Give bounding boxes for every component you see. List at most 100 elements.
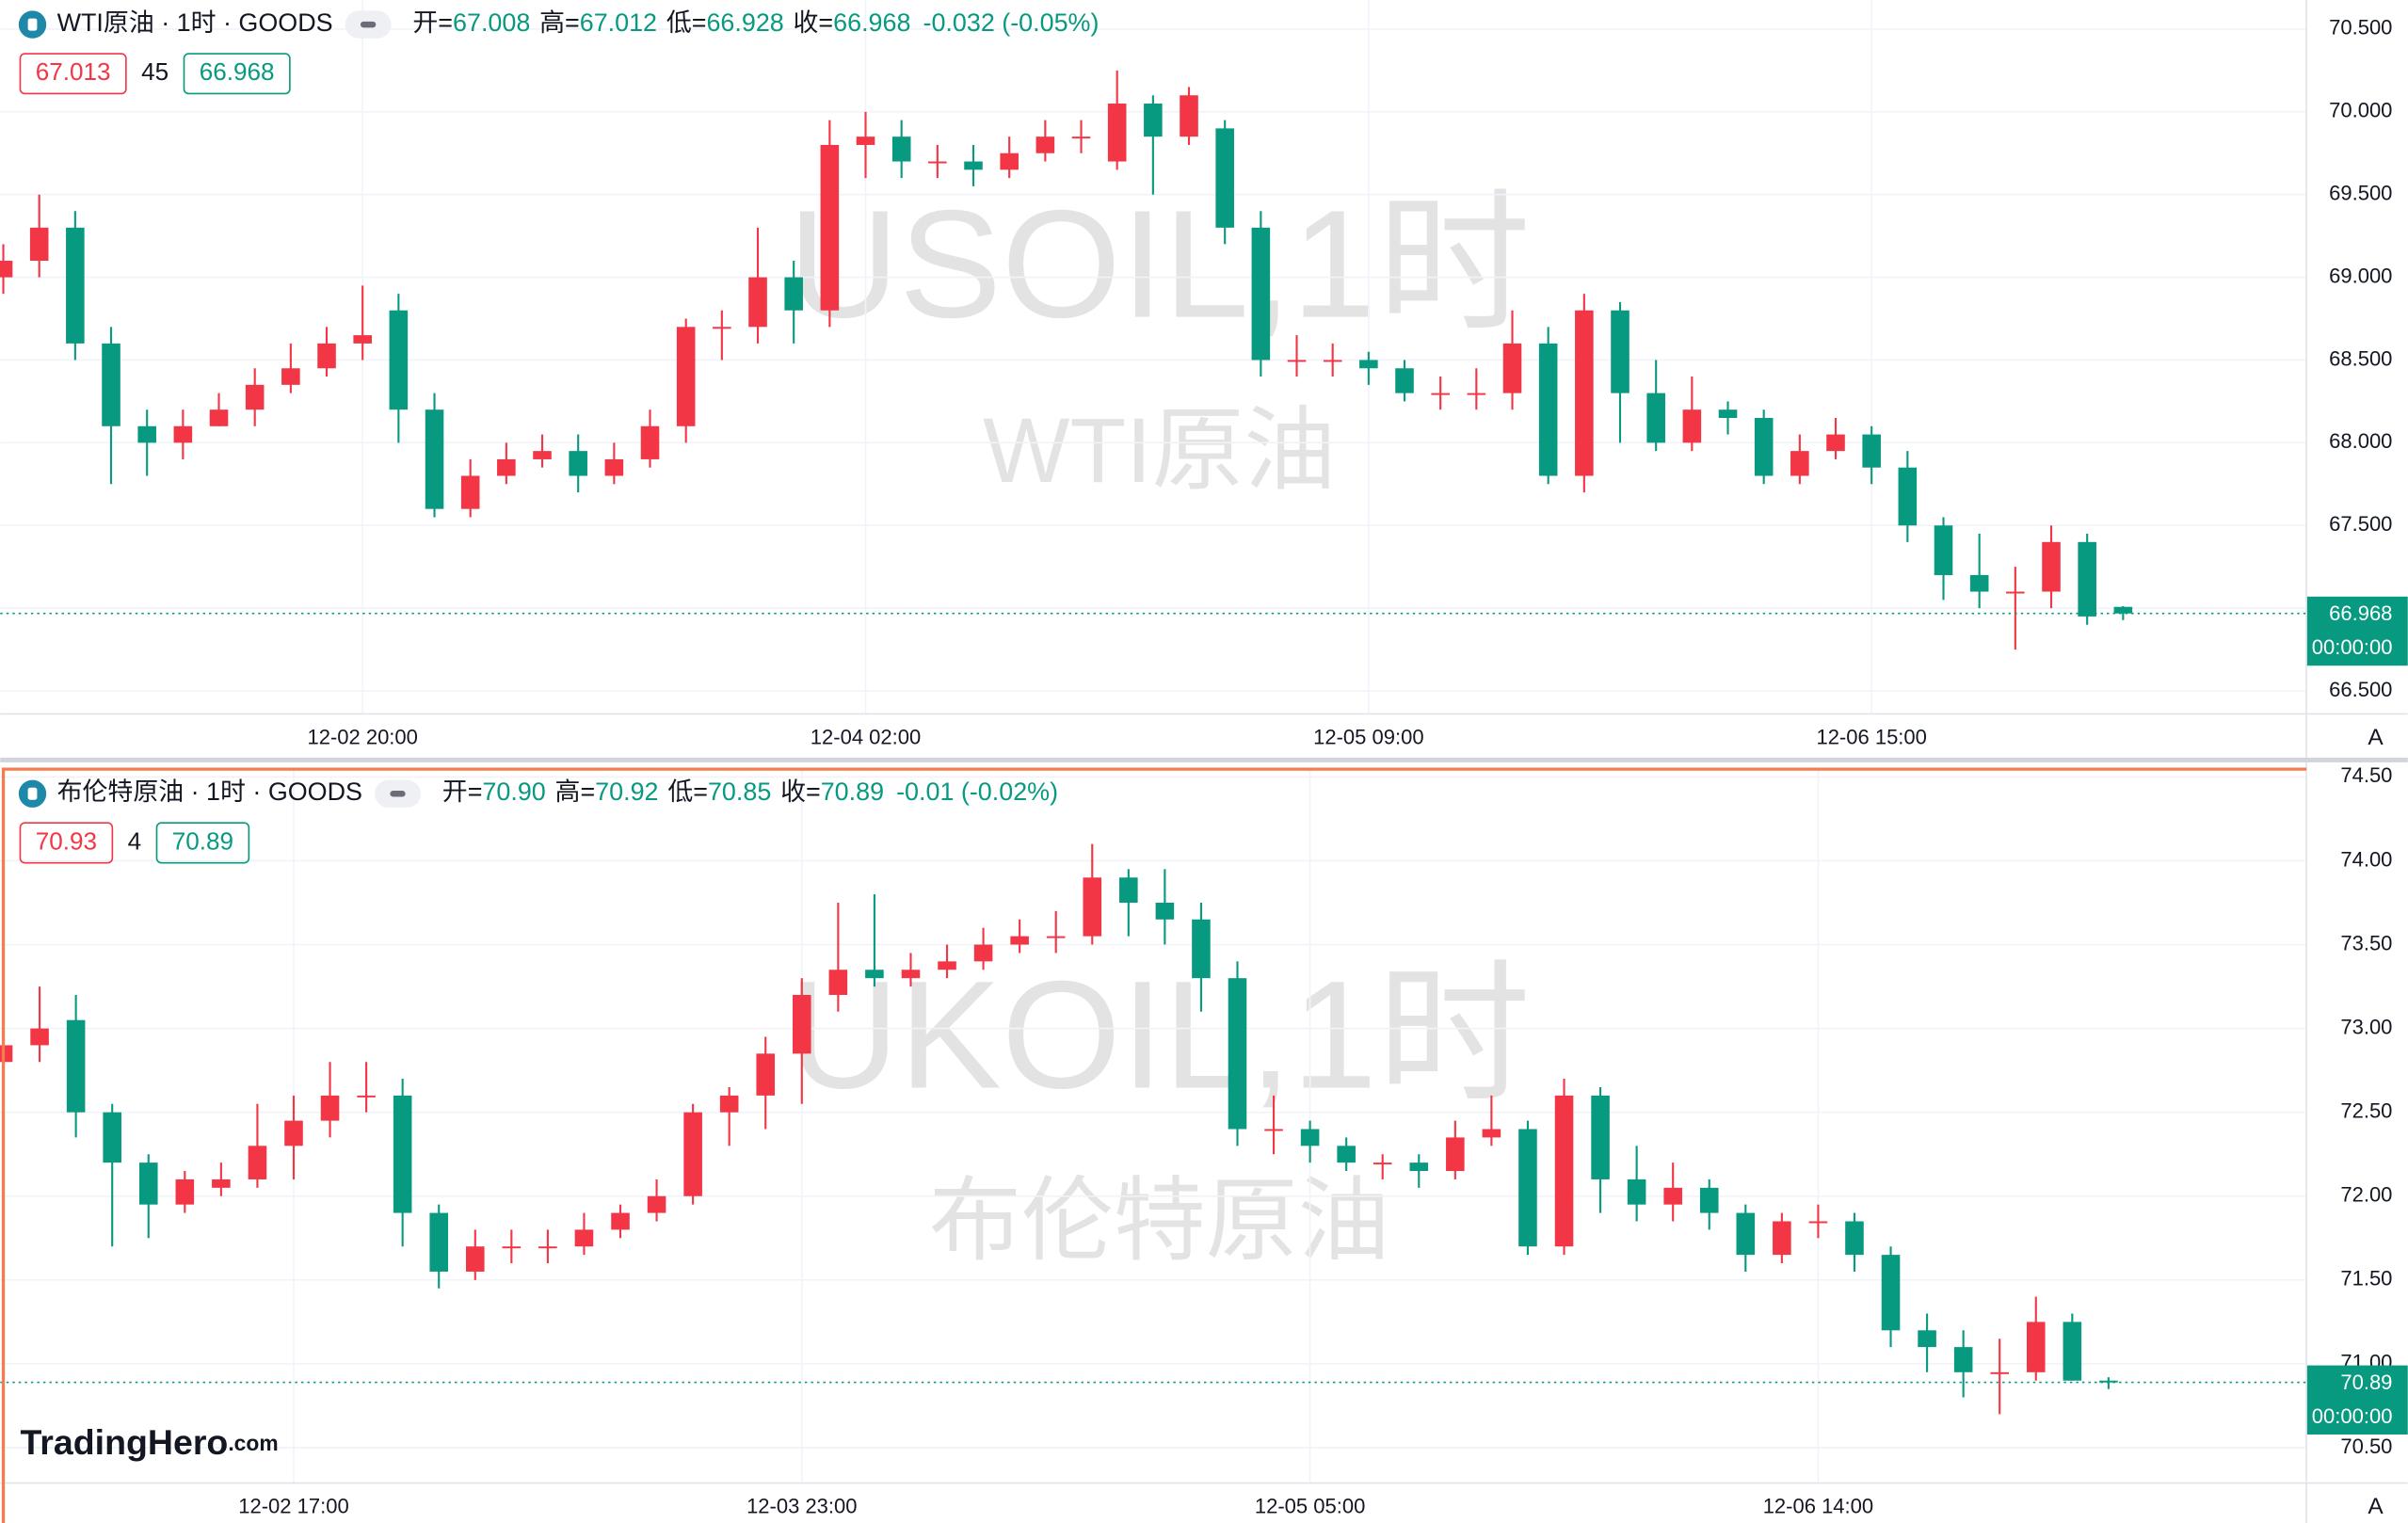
ohlc-label: 低=: [667, 778, 708, 806]
y-tick-label: 68.500: [2329, 346, 2392, 370]
candle-body: [1180, 95, 1198, 137]
candle-body: [973, 944, 993, 962]
candle-body: [29, 227, 49, 262]
candle-body: [1918, 1330, 1936, 1348]
symbol-title: 布伦特原油 · 1时 · GOODS: [57, 778, 362, 806]
candle-body: [248, 1146, 267, 1179]
candle-body: [1035, 136, 1055, 153]
candle-body: [1264, 1129, 1283, 1131]
candle-body: [1718, 409, 1738, 418]
x-tick-label: 12-06 15:00: [1816, 725, 1926, 748]
candle-body: [901, 970, 921, 979]
candle-body: [1467, 393, 1486, 395]
candle-body: [357, 1095, 376, 1098]
candle-body: [1518, 1129, 1537, 1247]
bid-badge: 67.013: [36, 57, 111, 86]
ask-badge: 66.968: [200, 57, 275, 86]
chart-pane: UKOIL,1时布伦特原油70.5071.0071.5072.0072.5073…: [0, 763, 2408, 1518]
candle-body: [1155, 902, 1175, 920]
candle-body: [1934, 525, 1953, 575]
candle-body: [66, 227, 85, 344]
candle-body: [2042, 541, 2061, 592]
candle-body: [891, 136, 911, 162]
last-price-tag: [2306, 596, 2408, 666]
candle-body: [317, 343, 336, 369]
candle-body: [928, 161, 947, 164]
candle-body: [1300, 1129, 1320, 1146]
symbol-icon-mark: [27, 18, 38, 31]
candle-body: [1431, 393, 1450, 395]
legend-header: 布伦特原油 · 1时 · GOODS 开=70.90 高=70.92 低=70.85 收…: [57, 778, 1058, 806]
y-tick-label: 70.000: [2329, 99, 2392, 122]
candle-body: [102, 343, 120, 426]
y-tick-label: 72.00: [2340, 1183, 2392, 1207]
candle-body: [611, 1212, 630, 1230]
candle-body: [389, 310, 409, 410]
ask-badge-border: [183, 53, 291, 95]
candle-body: [425, 409, 444, 509]
candle-body: [1359, 360, 1378, 369]
candle-body: [2078, 541, 2096, 617]
candle-body: [138, 1162, 158, 1205]
candle-body: [1699, 1187, 1719, 1213]
auto-scale-button[interactable]: A: [2368, 1494, 2384, 1519]
candle-body: [1969, 574, 1989, 592]
spread-badge: 45: [141, 57, 169, 86]
candle-body: [1323, 360, 1342, 362]
x-tick-label: 12-03 23:00: [746, 1495, 857, 1518]
candle-body: [1627, 1178, 1646, 1205]
candle-body: [429, 1212, 449, 1272]
candle-body: [103, 1112, 121, 1163]
candle-body: [1395, 368, 1414, 393]
candle-body: [66, 1019, 86, 1113]
ohlc-label: 低=: [666, 8, 707, 37]
candle-body: [1808, 1221, 1828, 1224]
candle-body: [1046, 936, 1066, 938]
candle-body: [1409, 1162, 1429, 1172]
candle-body: [964, 161, 983, 170]
x-tick-label: 12-06 14:00: [1763, 1495, 1873, 1518]
auto-scale-button[interactable]: A: [2368, 725, 2384, 750]
candle-body: [820, 144, 840, 311]
candle-body: [676, 327, 696, 426]
ask-badge-border: [155, 822, 250, 864]
candle-body: [828, 970, 848, 995]
y-tick-label: 74.00: [2340, 847, 2392, 871]
ask-badge: 70.89: [172, 826, 233, 855]
ohlc-value: 70.85: [708, 778, 771, 806]
candle-body: [1373, 1162, 1392, 1165]
bid-badge-border: [19, 822, 114, 864]
candle-body: [574, 1229, 594, 1247]
x-tick-label: 12-05 05:00: [1255, 1495, 1365, 1518]
candle-body: [1538, 343, 1558, 476]
ohlc-value: 66.928: [706, 8, 783, 37]
change-value: -0.01 (-0.02%): [896, 778, 1058, 806]
ohlc-label: 开=: [412, 8, 453, 37]
ohlc-value: 66.968: [833, 8, 910, 37]
x-tick-label: 12-02 17:00: [238, 1495, 348, 1518]
logo: TradingHero.com: [20, 1422, 278, 1462]
bid-badge: 70.93: [36, 826, 97, 855]
candle-body: [569, 451, 587, 476]
watermark: USOIL,1时: [788, 178, 1531, 350]
candle-body: [1898, 467, 1918, 526]
ohlc-value: 67.008: [453, 8, 530, 37]
candle-body: [1862, 434, 1881, 468]
ohlc-label: 收=: [780, 778, 821, 806]
ohlc-label: 高=: [555, 778, 596, 806]
ohlc-label: 收=: [794, 8, 834, 37]
candle-body: [393, 1095, 412, 1213]
candle-body: [1071, 136, 1091, 139]
candle-body: [1083, 877, 1102, 937]
spread-badge: 4: [128, 826, 142, 855]
candle-body: [1611, 310, 1629, 393]
y-tick-label: 74.50: [2340, 763, 2392, 787]
candle-body: [856, 136, 875, 145]
candle-body: [793, 994, 811, 1054]
candle-body: [1575, 310, 1594, 476]
candle-body: [281, 368, 300, 385]
legend-header: WTI原油 · 1时 · GOODS 开=67.008 高=67.012 低=66.9…: [57, 8, 1100, 37]
y-tick-label: 69.000: [2329, 264, 2392, 287]
y-tick-label: 73.00: [2340, 1015, 2392, 1038]
